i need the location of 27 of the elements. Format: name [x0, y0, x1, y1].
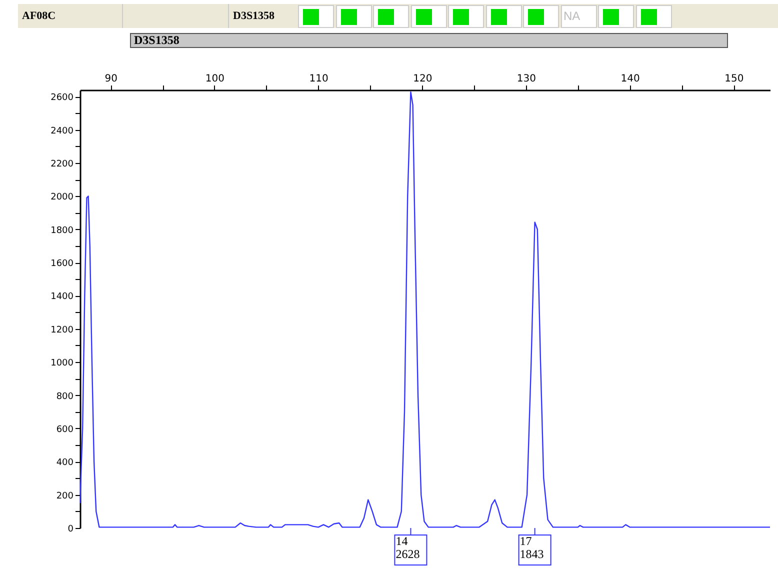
y-tick-label: 1400 — [50, 292, 74, 302]
text: NA — [560, 5, 596, 28]
y-tick-label: 1000 — [50, 358, 74, 369]
x-tick-label: 130 — [516, 74, 536, 84]
y-tick-label: 1200 — [50, 325, 74, 336]
x-tick-label: 100 — [205, 74, 225, 84]
x-tick-label: 110 — [309, 74, 328, 84]
y-tick-label: 600 — [56, 424, 74, 435]
x-tick-label: 120 — [413, 74, 432, 84]
y-tick-label: 2200 — [50, 160, 74, 170]
text: D3S1358 — [130, 33, 728, 48]
text: D3S1358 — [228, 4, 296, 28]
y-tick-label: 0 — [68, 524, 74, 534]
y-tick-label: 2400 — [50, 126, 74, 136]
y-tick-label: 2600 — [50, 93, 74, 104]
annotation: 14 2628 — [396, 534, 420, 561]
x-tick-label: 150 — [724, 74, 744, 84]
annotation: 17 1843 — [520, 534, 544, 561]
y-tick-label: 200 — [56, 491, 74, 502]
y-tick-label: 2000 — [50, 192, 74, 203]
text: AF08C — [21, 9, 57, 24]
y-tick-label: 400 — [56, 458, 74, 468]
y-tick-label: 800 — [56, 392, 74, 402]
y-tick-label: 1800 — [50, 226, 74, 236]
x-tick-label: 90 — [104, 74, 118, 84]
y-tick-label: 1600 — [50, 259, 74, 270]
x-tick-label: 140 — [620, 74, 640, 84]
